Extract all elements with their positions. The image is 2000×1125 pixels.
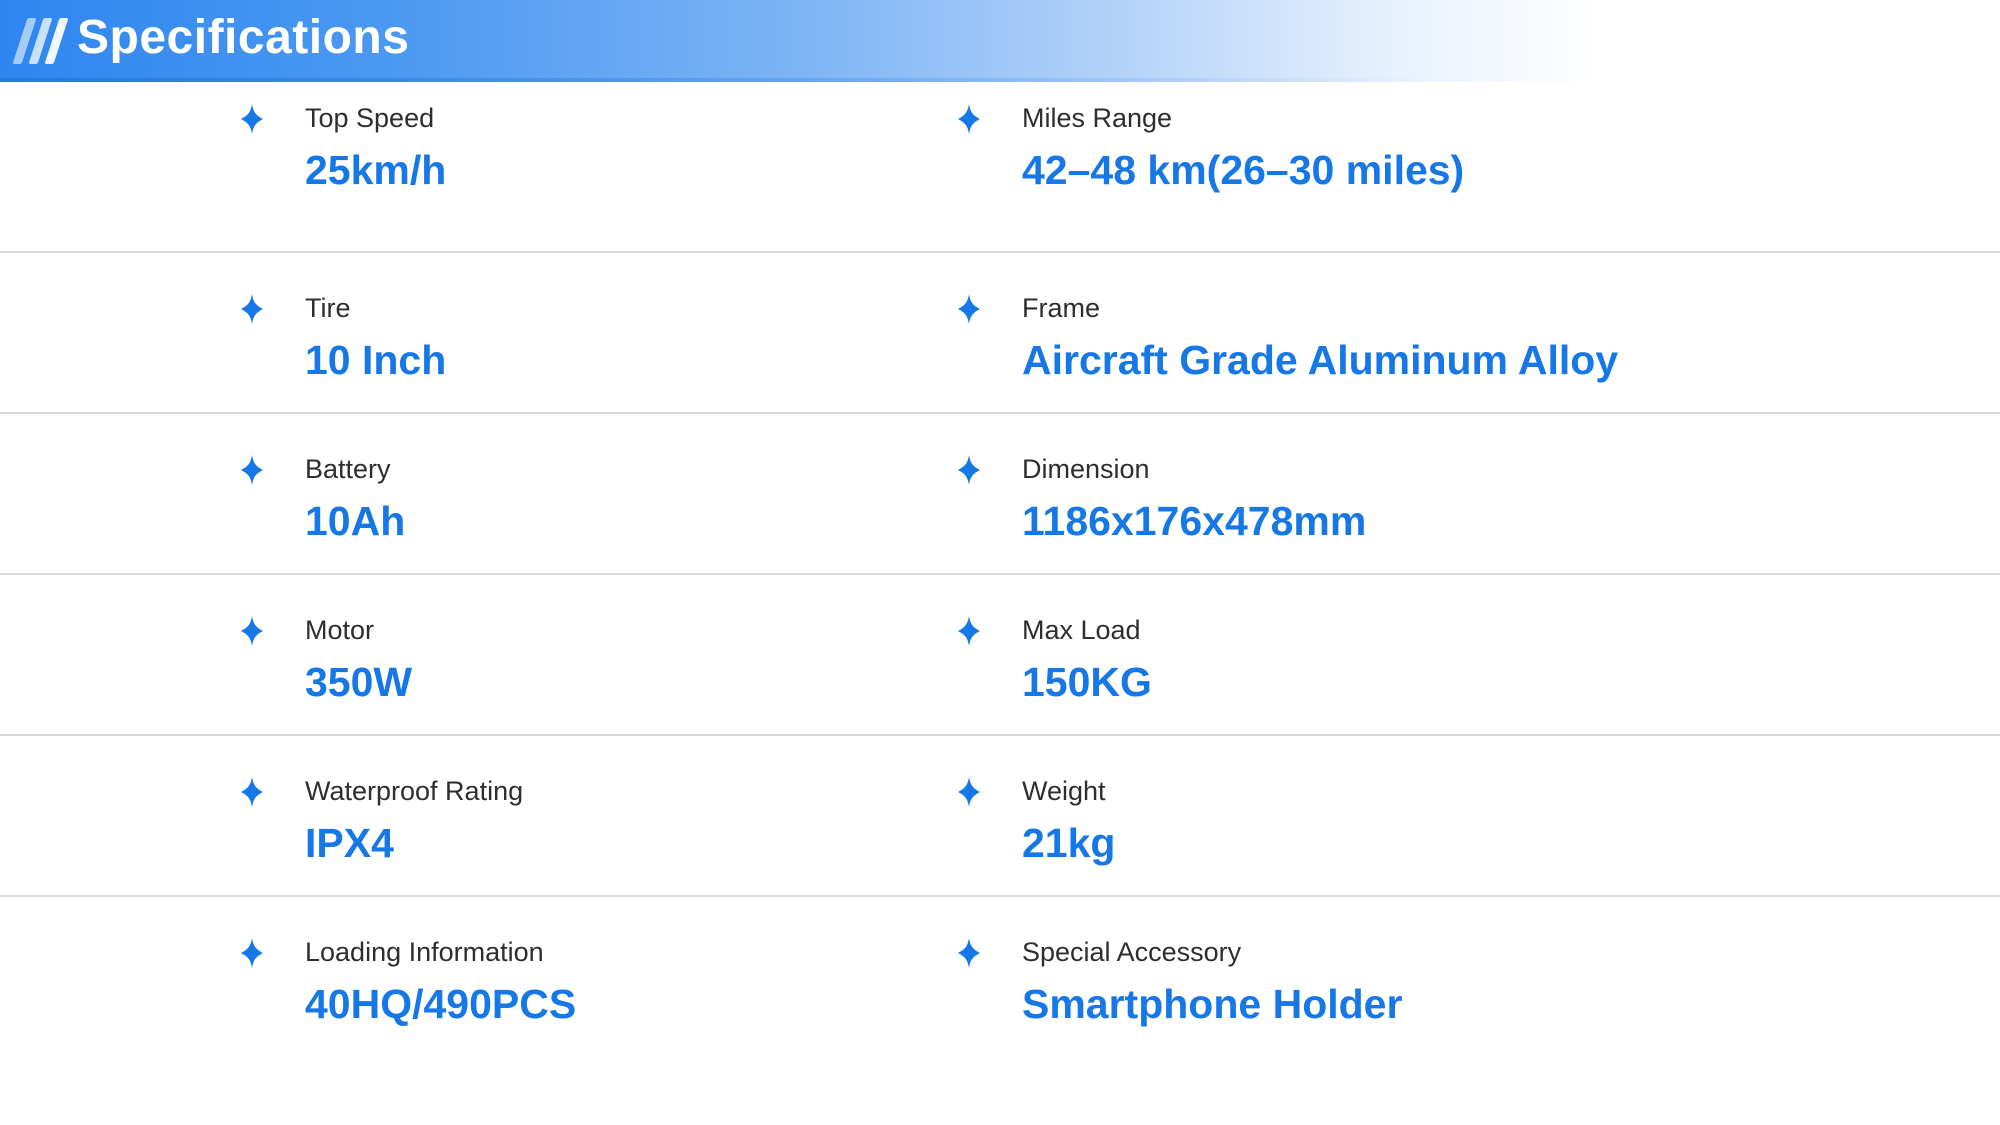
sparkle-icon: [241, 104, 263, 134]
sparkle-icon: [958, 938, 980, 968]
spec-item-special-accessory: Special Accessory Smartphone Holder: [958, 937, 2000, 1058]
spec-label: Special Accessory: [1022, 937, 1242, 967]
spec-label: Miles Range: [1022, 103, 1173, 133]
sparkle-icon: [958, 455, 980, 485]
spec-label: Max Load: [1022, 615, 1141, 645]
sparkle-icon: [241, 777, 263, 807]
sparkle-icon: [958, 294, 980, 324]
spec-label: Loading Information: [305, 937, 544, 967]
sparkle-icon: [241, 455, 263, 485]
spec-value: 350W: [305, 659, 413, 706]
triple-slash-icon: [12, 18, 69, 64]
sparkle-icon: [958, 616, 980, 646]
spec-label: Frame: [1022, 293, 1101, 323]
spec-label: Motor: [305, 615, 375, 645]
spec-row: Waterproof Rating IPX4 Weight 21kg: [0, 736, 2000, 897]
spec-value: 42–48 km(26–30 miles): [1022, 147, 1465, 194]
spec-label: Weight: [1022, 776, 1106, 806]
spec-item-loading-information: Loading Information 40HQ/490PCS: [0, 937, 958, 1058]
spec-item-waterproof-rating: Waterproof Rating IPX4: [0, 776, 958, 895]
sparkle-icon: [241, 938, 263, 968]
spec-item-dimension: Dimension 1186x176x478mm: [958, 454, 2000, 573]
spec-value: 40HQ/490PCS: [305, 981, 577, 1028]
spec-label: Battery: [305, 454, 391, 484]
spec-item-miles-range: Miles Range 42–48 km(26–30 miles): [958, 103, 2000, 251]
spec-label: Dimension: [1022, 454, 1150, 484]
spec-value: 150KG: [1022, 659, 1152, 706]
spec-table: Top Speed 25km/h Miles Range 42–48 km(26…: [0, 82, 2000, 1058]
spec-item-frame: Frame Aircraft Grade Aluminum Alloy: [958, 293, 2000, 412]
spec-value: Smartphone Holder: [1022, 981, 1403, 1028]
spec-row: Motor 350W Max Load 150KG: [0, 575, 2000, 736]
spec-item-weight: Weight 21kg: [958, 776, 2000, 895]
spec-label: Waterproof Rating: [305, 776, 524, 806]
spec-item-max-load: Max Load 150KG: [958, 615, 2000, 734]
spec-row: Top Speed 25km/h Miles Range 42–48 km(26…: [0, 82, 2000, 253]
spec-row: Battery 10Ah Dimension 1186x176x478mm: [0, 414, 2000, 575]
spec-value: Aircraft Grade Aluminum Alloy: [1022, 337, 1619, 384]
spec-value: 1186x176x478mm: [1022, 498, 1367, 545]
spec-label: Tire: [305, 293, 351, 323]
sparkle-icon: [958, 777, 980, 807]
spec-value: IPX4: [305, 820, 394, 867]
sparkle-icon: [241, 294, 263, 324]
spec-row: Tire 10 Inch Frame Aircraft Grade Alumin…: [0, 253, 2000, 414]
spec-value: 10Ah: [305, 498, 406, 545]
spec-item-battery: Battery 10Ah: [0, 454, 958, 573]
spec-value: 10 Inch: [305, 337, 447, 384]
spec-item-tire: Tire 10 Inch: [0, 293, 958, 412]
spec-item-motor: Motor 350W: [0, 615, 958, 734]
spec-value: 25km/h: [305, 147, 447, 194]
spec-item-top-speed: Top Speed 25km/h: [0, 103, 958, 251]
specifications-header: Specifications: [0, 0, 2000, 82]
page-title: Specifications: [77, 11, 410, 64]
spec-row: Loading Information 40HQ/490PCS Special …: [0, 897, 2000, 1058]
sparkle-icon: [958, 104, 980, 134]
spec-label: Top Speed: [305, 103, 435, 133]
sparkle-icon: [241, 616, 263, 646]
spec-value: 21kg: [1022, 820, 1116, 867]
